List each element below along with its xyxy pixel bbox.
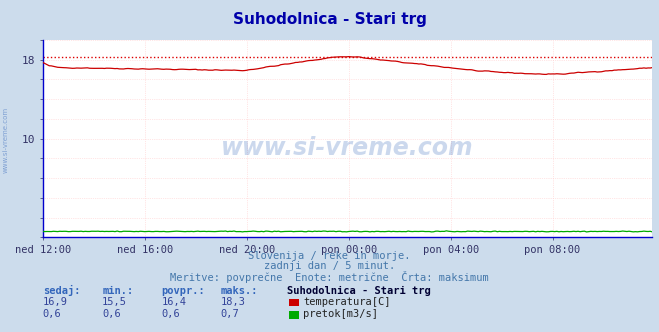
Text: www.si-vreme.com: www.si-vreme.com (221, 136, 474, 160)
Text: povpr.:: povpr.: (161, 286, 205, 296)
Text: sedaj:: sedaj: (43, 285, 80, 296)
Text: 0,7: 0,7 (221, 309, 239, 319)
Text: zadnji dan / 5 minut.: zadnji dan / 5 minut. (264, 261, 395, 271)
Text: 16,4: 16,4 (161, 297, 186, 307)
Text: pretok[m3/s]: pretok[m3/s] (303, 309, 378, 319)
Text: www.si-vreme.com: www.si-vreme.com (2, 106, 9, 173)
Text: temperatura[C]: temperatura[C] (303, 297, 391, 307)
Text: min.:: min.: (102, 286, 133, 296)
Text: Suhodolnica - Stari trg: Suhodolnica - Stari trg (287, 286, 430, 296)
Text: 0,6: 0,6 (43, 309, 61, 319)
Text: maks.:: maks.: (221, 286, 258, 296)
Text: Meritve: povprečne  Enote: metrične  Črta: maksimum: Meritve: povprečne Enote: metrične Črta:… (170, 271, 489, 283)
Text: Slovenija / reke in morje.: Slovenija / reke in morje. (248, 251, 411, 261)
Text: 15,5: 15,5 (102, 297, 127, 307)
Text: 18,3: 18,3 (221, 297, 246, 307)
Text: 0,6: 0,6 (102, 309, 121, 319)
Text: 16,9: 16,9 (43, 297, 68, 307)
Text: Suhodolnica - Stari trg: Suhodolnica - Stari trg (233, 12, 426, 27)
Text: 0,6: 0,6 (161, 309, 180, 319)
